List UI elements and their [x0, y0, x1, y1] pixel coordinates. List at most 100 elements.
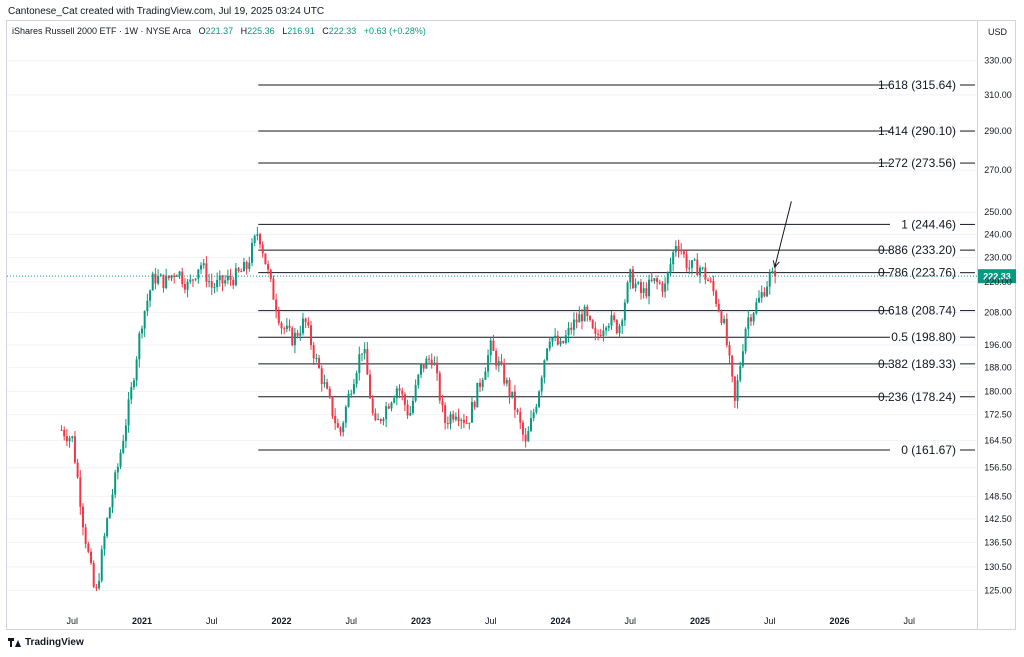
candle-body [181, 271, 184, 284]
candle-body [425, 358, 428, 369]
candle-body [505, 380, 508, 384]
open-value: 221.37 [205, 26, 234, 36]
candle-body [519, 411, 522, 423]
candle-body [122, 440, 125, 453]
time-tick-label: 2022 [271, 616, 291, 626]
price-tick-label: 172.50 [984, 410, 1012, 420]
candle-body [481, 379, 484, 387]
candle-body [323, 382, 326, 384]
currency-button[interactable]: USD [988, 27, 1008, 37]
candle-body [707, 279, 710, 281]
price-tick-label: 188.00 [984, 363, 1012, 373]
candle-body [390, 402, 393, 409]
candle-body [342, 422, 345, 433]
candle-body [382, 419, 385, 422]
candle-body [296, 332, 299, 336]
time-tick-label: Jul [66, 616, 78, 626]
candle-body [693, 259, 696, 261]
candle-body [248, 262, 251, 270]
candle-body [578, 314, 581, 323]
candle-body [572, 319, 575, 330]
candle-body [650, 279, 653, 281]
candle-body [92, 562, 95, 587]
candle-body [723, 318, 726, 323]
candle-body [540, 377, 543, 392]
candle-body [352, 383, 355, 394]
candle-body [524, 434, 527, 442]
candle-body [583, 306, 586, 322]
candle-body [535, 406, 538, 413]
candle-body [704, 267, 707, 280]
candle-body [685, 254, 688, 269]
tradingview-icon [8, 637, 22, 648]
candle-body [465, 422, 468, 424]
candle-body [712, 281, 715, 292]
candle-body [725, 318, 728, 346]
candle-body [229, 275, 232, 280]
candle-body [216, 279, 219, 288]
candle-body [154, 273, 157, 284]
price-scale-divider [977, 20, 978, 630]
candle-body [259, 234, 262, 245]
candle-body [81, 506, 84, 528]
candle-body [242, 262, 245, 272]
price-tick-label: 156.50 [984, 463, 1012, 473]
symbol-title[interactable]: iShares Russell 2000 ETF · 1W · NYSE Arc… [12, 26, 192, 36]
candle-body [245, 262, 248, 270]
candle-body [484, 371, 487, 380]
candle-body [546, 348, 549, 361]
candle-body [758, 297, 761, 303]
price-tick-label: 130.50 [984, 562, 1012, 572]
candle-body [554, 335, 557, 338]
price-tick-label: 196.00 [984, 340, 1012, 350]
candle-body [312, 345, 315, 359]
candle-body [656, 278, 659, 283]
candle-body [288, 325, 291, 328]
candle-body [532, 412, 535, 419]
tradingview-name: TradingView [25, 637, 84, 648]
candle-body [653, 278, 656, 281]
candle-body [508, 380, 511, 396]
candle-body [170, 275, 173, 279]
time-tick-label: 2024 [550, 616, 570, 626]
time-tick-label: 2025 [690, 616, 710, 626]
candle-body [183, 283, 186, 290]
candle-body [90, 551, 93, 563]
chart-frame [6, 20, 1016, 630]
tradingview-logo[interactable]: TradingView [8, 637, 84, 648]
candle-body [395, 388, 398, 399]
candle-body [417, 374, 420, 385]
candle-body [597, 333, 600, 335]
candle-body [766, 286, 769, 297]
candle-body [626, 282, 629, 303]
candle-body [529, 418, 532, 432]
candle-body [293, 332, 296, 346]
candle-body [360, 353, 363, 355]
candle-body [580, 314, 583, 322]
candle-body [315, 357, 318, 359]
candle-body [331, 396, 334, 417]
candle-body [116, 466, 119, 473]
arrow-annotation-shaft [774, 201, 792, 268]
candle-body [674, 245, 677, 253]
time-tick-label: Jul [903, 616, 915, 626]
candle-body [543, 360, 546, 378]
price-tick-label: 208.00 [984, 308, 1012, 318]
candle-body [369, 374, 372, 399]
candle-body [454, 416, 457, 420]
candle-body [111, 494, 114, 508]
candle-body [564, 335, 567, 343]
candle-body [162, 274, 165, 289]
candle-body [221, 275, 224, 284]
candle-body [277, 311, 280, 324]
candle-body [132, 380, 135, 388]
candle-body [521, 422, 524, 435]
candle-body [334, 416, 337, 424]
candle-body [307, 322, 310, 326]
candle-body [280, 323, 283, 329]
candle-body [720, 311, 723, 323]
candle-body [444, 405, 447, 424]
candle-body [401, 390, 404, 395]
candle-body [374, 413, 377, 421]
